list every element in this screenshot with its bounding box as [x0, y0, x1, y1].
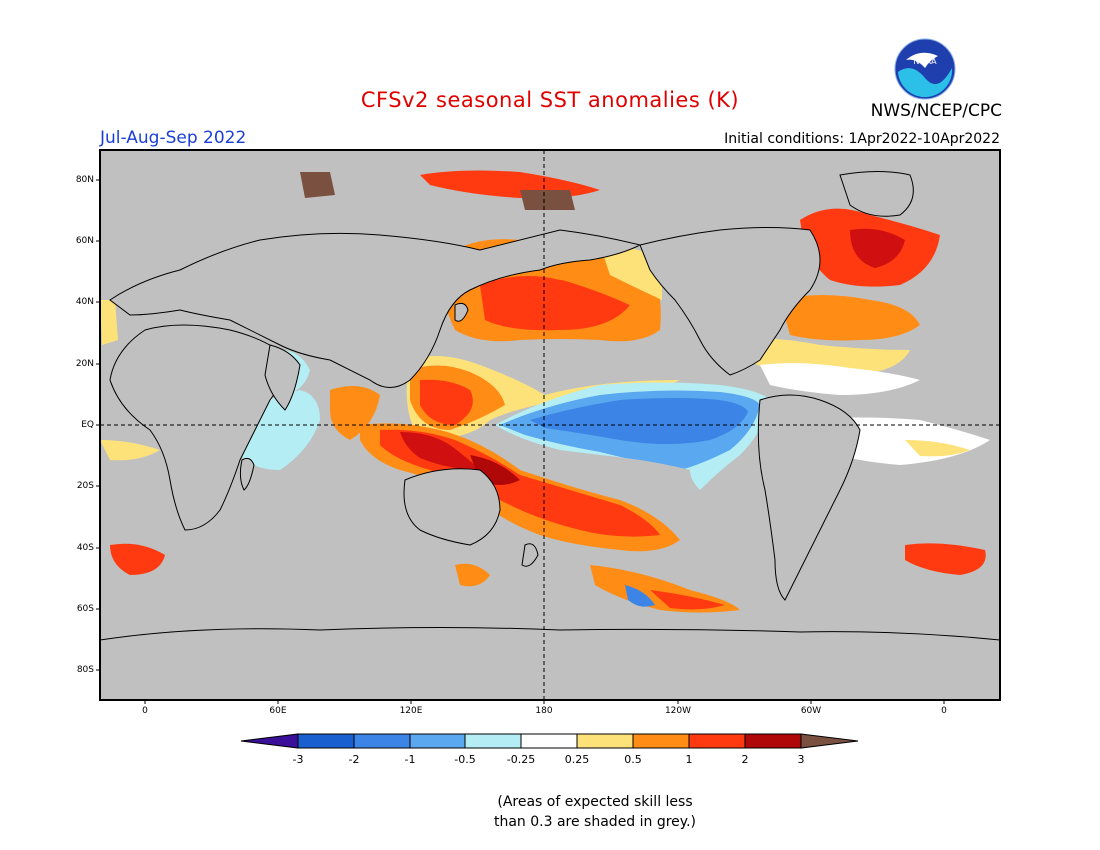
chart-title: CFSv2 seasonal SST anomalies (K)	[360, 88, 740, 112]
colorbar-cell-3	[409, 733, 466, 749]
skill-note-line2: than 0.3 are shaded in grey.)	[493, 814, 696, 830]
colorbar-cell-1	[297, 733, 355, 749]
colorbar-label-neg1: -1	[404, 753, 416, 766]
skill-note-line1: (Areas of expected skill less	[497, 794, 693, 810]
continent-outlines	[100, 171, 1000, 700]
colorbar-label-1: 1	[685, 753, 693, 766]
colorbar-cell-5	[520, 733, 578, 749]
lon-label-180: 180	[535, 706, 553, 716]
colorbar-cell-4	[464, 733, 522, 749]
lat-label-40s: 40S	[76, 543, 94, 553]
lon-label-60e: 60E	[269, 706, 287, 716]
lat-tick-marks	[96, 179, 100, 671]
lon-tick-marks	[144, 700, 945, 704]
lon-label-60w: 60W	[800, 706, 822, 716]
colorbar-cell-6	[576, 733, 634, 749]
lon-label-120w: 120W	[664, 706, 692, 716]
season-label: Jul-Aug-Sep 2022	[100, 128, 247, 148]
lat-label-80s: 80S	[76, 665, 94, 675]
colorbar-label-05: 0.5	[624, 753, 642, 766]
colorbar-cell-0	[240, 733, 299, 749]
lon-label-0: 0	[142, 706, 148, 716]
lon-label-0-right: 0	[941, 706, 947, 716]
lat-label-80n: 80N	[75, 175, 94, 185]
initial-conditions-label: Initial conditions: 1Apr2022-10Apr2022	[724, 131, 1000, 147]
lat-label-40n: 40N	[75, 297, 94, 307]
colorbar	[240, 733, 859, 749]
lat-label-20n: 20N	[75, 359, 94, 369]
lat-label-20s: 20S	[76, 481, 94, 491]
colorbar-cell-8	[688, 733, 746, 749]
colorbar-label-025: 0.25	[564, 753, 590, 766]
lat-label-eq: EQ	[81, 420, 94, 430]
colorbar-cell-7	[632, 733, 690, 749]
colorbar-label-neg05: -0.5	[454, 753, 476, 766]
colorbar-cell-10	[800, 733, 859, 749]
lat-label-60s: 60S	[76, 604, 94, 614]
colorbar-cell-9	[744, 733, 802, 749]
colorbar-cell-2	[353, 733, 411, 749]
lon-label-120e: 120E	[399, 706, 423, 716]
colorbar-label-neg025: -0.25	[506, 753, 536, 766]
colorbar-label-3: 3	[797, 753, 805, 766]
agency-label: NWS/NCEP/CPC	[870, 101, 1002, 121]
noaa-logo: NOAA	[894, 38, 956, 100]
colorbar-label-neg3: -3	[292, 753, 304, 766]
colorbar-label-neg2: -2	[348, 753, 360, 766]
skill-note: (Areas of expected skill less than 0.3 a…	[0, 792, 1100, 832]
lat-label-60n: 60N	[75, 236, 94, 246]
noaa-logo-text: NOAA	[913, 57, 937, 66]
colorbar-label-2: 2	[741, 753, 749, 766]
